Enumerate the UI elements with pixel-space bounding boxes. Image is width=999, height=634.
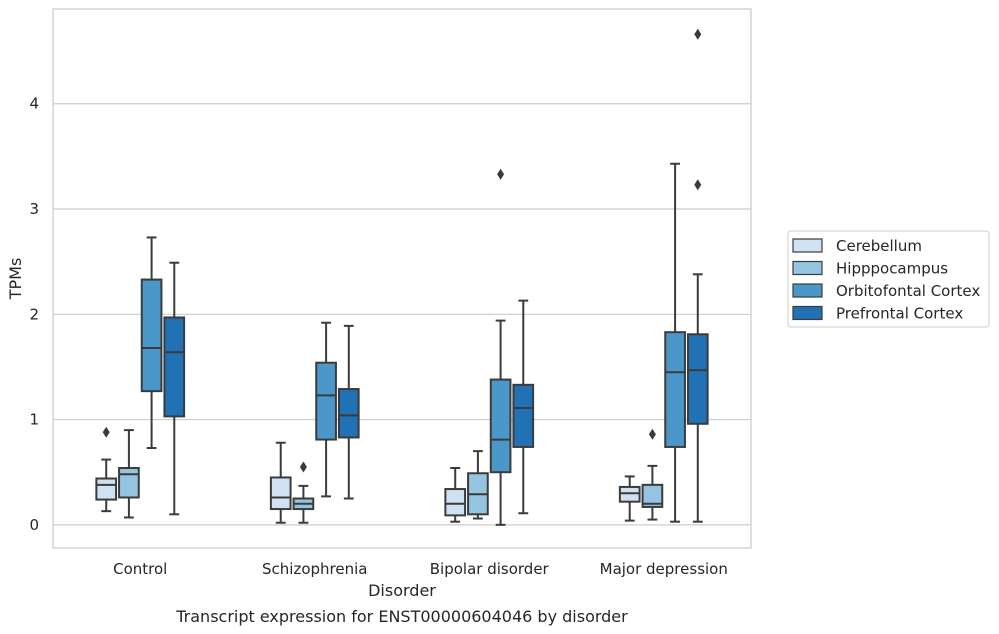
box-group: [686, 28, 709, 523]
x-tick-label: Schizophrenia: [262, 560, 367, 578]
box-group: [444, 466, 467, 523]
box-group: [467, 450, 489, 520]
legend: Cerebellum Hipppocampus Orbitofontal Corte…: [787, 230, 990, 328]
box-group: [292, 461, 315, 524]
box-group: [641, 428, 664, 521]
x-tick-label: Major depression: [600, 560, 728, 578]
outlier-point: [648, 428, 656, 440]
legend-frame: [787, 230, 990, 328]
box-group: [95, 426, 118, 513]
legend-swatch: [792, 238, 823, 253]
legend-label: Cerebellum: [836, 237, 922, 255]
box: [641, 483, 664, 508]
outlier-point: [694, 28, 702, 40]
legend-label: Orbitofontal Cortex: [836, 282, 980, 300]
box-group: [269, 441, 292, 524]
legend-swatch: [792, 283, 823, 298]
y-tick-label: 0: [29, 516, 39, 534]
box: [337, 388, 360, 439]
boxes: [95, 28, 709, 526]
box-group: [118, 429, 140, 519]
x-axis-title: Disorder: [368, 581, 436, 600]
legend-label: Hipppocampus: [836, 260, 948, 278]
box: [489, 378, 512, 474]
legend-swatch: [792, 260, 823, 276]
box-group: [664, 162, 686, 523]
box-group: [315, 321, 337, 498]
box: [618, 485, 641, 503]
box: [95, 477, 118, 501]
box: [512, 383, 535, 448]
outlier-point: [694, 179, 702, 191]
box: [118, 466, 140, 499]
outlier-point: [299, 461, 307, 473]
x-tick-label: Bipolar disorder: [430, 560, 550, 578]
legend-label: Prefrontal Cortex: [836, 305, 963, 323]
outlier-point: [102, 426, 110, 438]
y-tick-label: 3: [29, 200, 39, 218]
box: [315, 361, 337, 441]
box-group: [512, 299, 535, 515]
chart-caption: Transcript expression for ENST0000060404…: [175, 607, 628, 626]
box-group: [163, 261, 186, 516]
box: [444, 488, 467, 517]
box: [664, 331, 686, 448]
box-group: [140, 236, 163, 449]
box-group: [618, 475, 641, 522]
legend-swatch: [792, 305, 823, 321]
y-tick-label: 4: [29, 95, 39, 113]
box-group: [337, 324, 360, 500]
box: [686, 333, 709, 425]
box: [163, 316, 186, 418]
x-tick-label: Control: [113, 560, 167, 578]
box-group: [489, 168, 512, 526]
y-axis-title: TPMs: [6, 258, 25, 301]
box: [140, 278, 163, 393]
box: [269, 476, 292, 511]
x-axis-ticks: Control Schizophrenia Bipolar disorder Majo…: [113, 560, 728, 578]
gridlines: [53, 103, 751, 526]
y-axis-ticks: 0 1 2 3 4: [29, 95, 39, 534]
outlier-point: [497, 168, 505, 180]
y-tick-label: 1: [29, 411, 39, 429]
y-tick-label: 2: [29, 305, 39, 323]
plot-frame: [52, 8, 752, 549]
